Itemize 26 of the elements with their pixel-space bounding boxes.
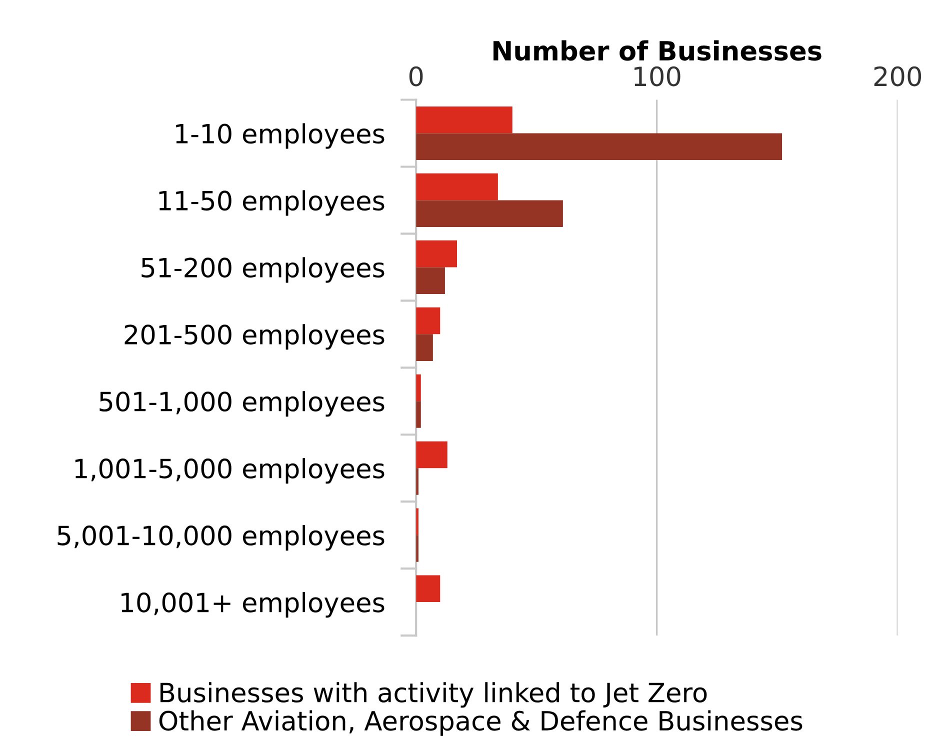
bar bbox=[416, 240, 458, 268]
bar bbox=[416, 441, 448, 468]
y-tick-label: 1-10 employees bbox=[176, 123, 384, 149]
bar bbox=[416, 173, 498, 200]
x-axis-title: Number of Businesses bbox=[494, 40, 822, 61]
bar bbox=[416, 106, 512, 134]
y-tick-label: 11-50 employees bbox=[159, 190, 384, 216]
bar bbox=[416, 575, 440, 602]
y-tick-label: 501-1,000 employees bbox=[100, 391, 384, 417]
bar bbox=[416, 401, 421, 428]
y-tick-label: 201-500 employees bbox=[124, 324, 384, 350]
legend-label: Businesses with activity linked to Jet Zero bbox=[160, 682, 707, 708]
y-tick-label: 51-200 employees bbox=[142, 257, 384, 283]
y-tick-label: 10,001+ employees bbox=[122, 592, 384, 618]
bar bbox=[416, 374, 421, 402]
y-tick-label: 1,001-5,000 employees bbox=[75, 458, 384, 484]
legend-label: Other Aviation, Aerospace & Defence Businesses bbox=[159, 710, 802, 736]
bar bbox=[416, 307, 440, 334]
y-tick-label: 5,001-10,000 employees bbox=[58, 525, 384, 551]
x-tick-label: 0 bbox=[409, 66, 423, 86]
bar bbox=[416, 133, 782, 160]
x-tick-label: 100 bbox=[634, 66, 680, 86]
bar bbox=[416, 334, 433, 361]
bar bbox=[416, 200, 563, 228]
x-tick-label: 200 bbox=[874, 66, 922, 86]
bar bbox=[416, 267, 445, 294]
